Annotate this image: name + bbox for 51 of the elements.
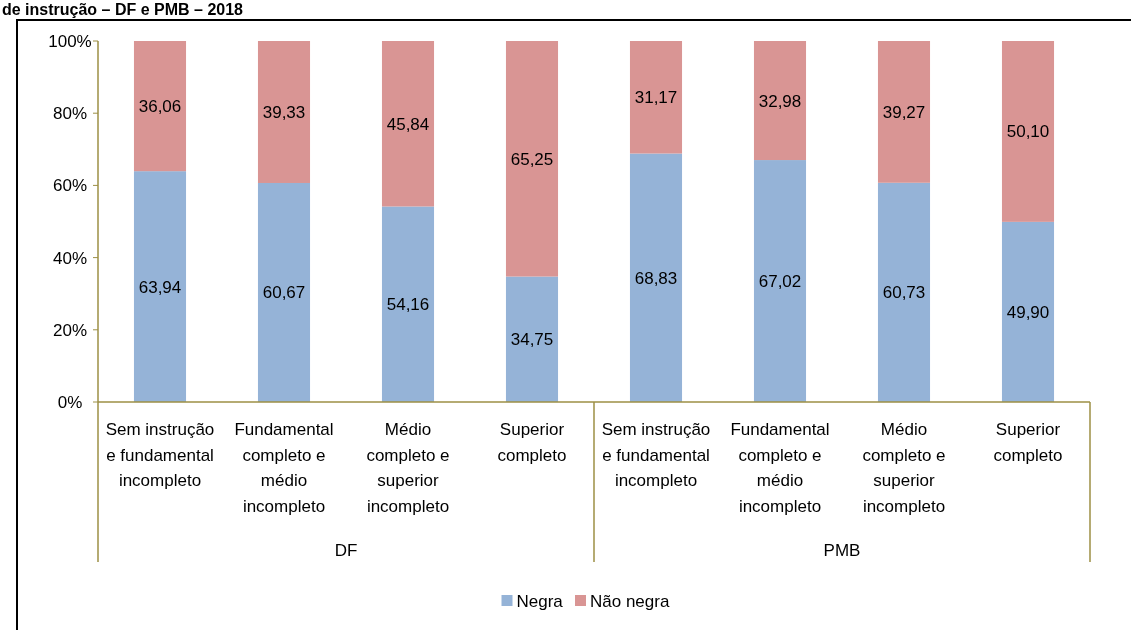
y-tick-label: 80% bbox=[52, 104, 88, 124]
x-tick-label: Médio completo e superior incompleto bbox=[862, 420, 946, 516]
bar bbox=[1001, 41, 1055, 222]
x-tick-label: Superior completo bbox=[993, 420, 1063, 465]
bar bbox=[877, 182, 931, 402]
text: PMB bbox=[823, 541, 861, 560]
legend-label: Negra bbox=[516, 592, 564, 611]
chart-title: de instrução – DF e PMB – 2018 bbox=[2, 1, 244, 18]
x-tick-label: Fundamental completo e médio incompleto bbox=[730, 420, 830, 516]
y-tick-label: 100% bbox=[48, 32, 92, 51]
data-label: 50,10 bbox=[1006, 122, 1050, 142]
text: DF bbox=[334, 541, 358, 560]
x-tick-label: Sem instrução e fundamental incompleto bbox=[601, 420, 711, 490]
data-label: 65,25 bbox=[510, 149, 554, 169]
bar bbox=[133, 41, 187, 172]
x-tick-label: Sem instrução e fundamental incompleto bbox=[105, 420, 215, 490]
bar bbox=[753, 41, 807, 161]
data-label: 63,94 bbox=[138, 277, 182, 297]
x-tick-label: Fundamental completo e médio incompleto bbox=[234, 420, 334, 516]
data-label: 32,98 bbox=[758, 91, 802, 111]
bar bbox=[381, 206, 435, 402]
bar bbox=[877, 41, 931, 183]
data-label: 36,06 bbox=[138, 97, 182, 117]
legend-label: Não negra bbox=[590, 592, 670, 611]
bar bbox=[629, 41, 683, 154]
data-label: 68,83 bbox=[634, 268, 678, 288]
x-tick-label: Superior completo bbox=[497, 420, 567, 465]
bar bbox=[381, 41, 435, 207]
bar bbox=[505, 41, 559, 277]
bar bbox=[257, 41, 311, 183]
data-label: 67,02 bbox=[758, 272, 802, 292]
data-label: 60,73 bbox=[882, 283, 926, 303]
data-label: 54,16 bbox=[386, 295, 430, 315]
data-label: 34,75 bbox=[510, 330, 554, 350]
bar bbox=[629, 153, 683, 402]
bar bbox=[133, 171, 187, 402]
data-label: 60,67 bbox=[262, 283, 306, 303]
data-label: 49,90 bbox=[1006, 302, 1050, 322]
y-tick-label: 0% bbox=[57, 393, 83, 412]
x-tick-label: Médio completo e superior incompleto bbox=[366, 420, 450, 516]
y-tick-label: 40% bbox=[52, 248, 88, 268]
bar bbox=[257, 182, 311, 402]
data-label: 31,17 bbox=[634, 88, 678, 108]
y-tick-label: 20% bbox=[52, 320, 88, 340]
bar bbox=[505, 276, 559, 402]
bar bbox=[753, 160, 807, 402]
y-tick-label: 60% bbox=[52, 176, 88, 196]
data-label: 39,27 bbox=[882, 102, 926, 122]
data-label: 39,33 bbox=[262, 102, 306, 122]
data-label: 45,84 bbox=[386, 114, 430, 134]
bar bbox=[1001, 221, 1055, 402]
